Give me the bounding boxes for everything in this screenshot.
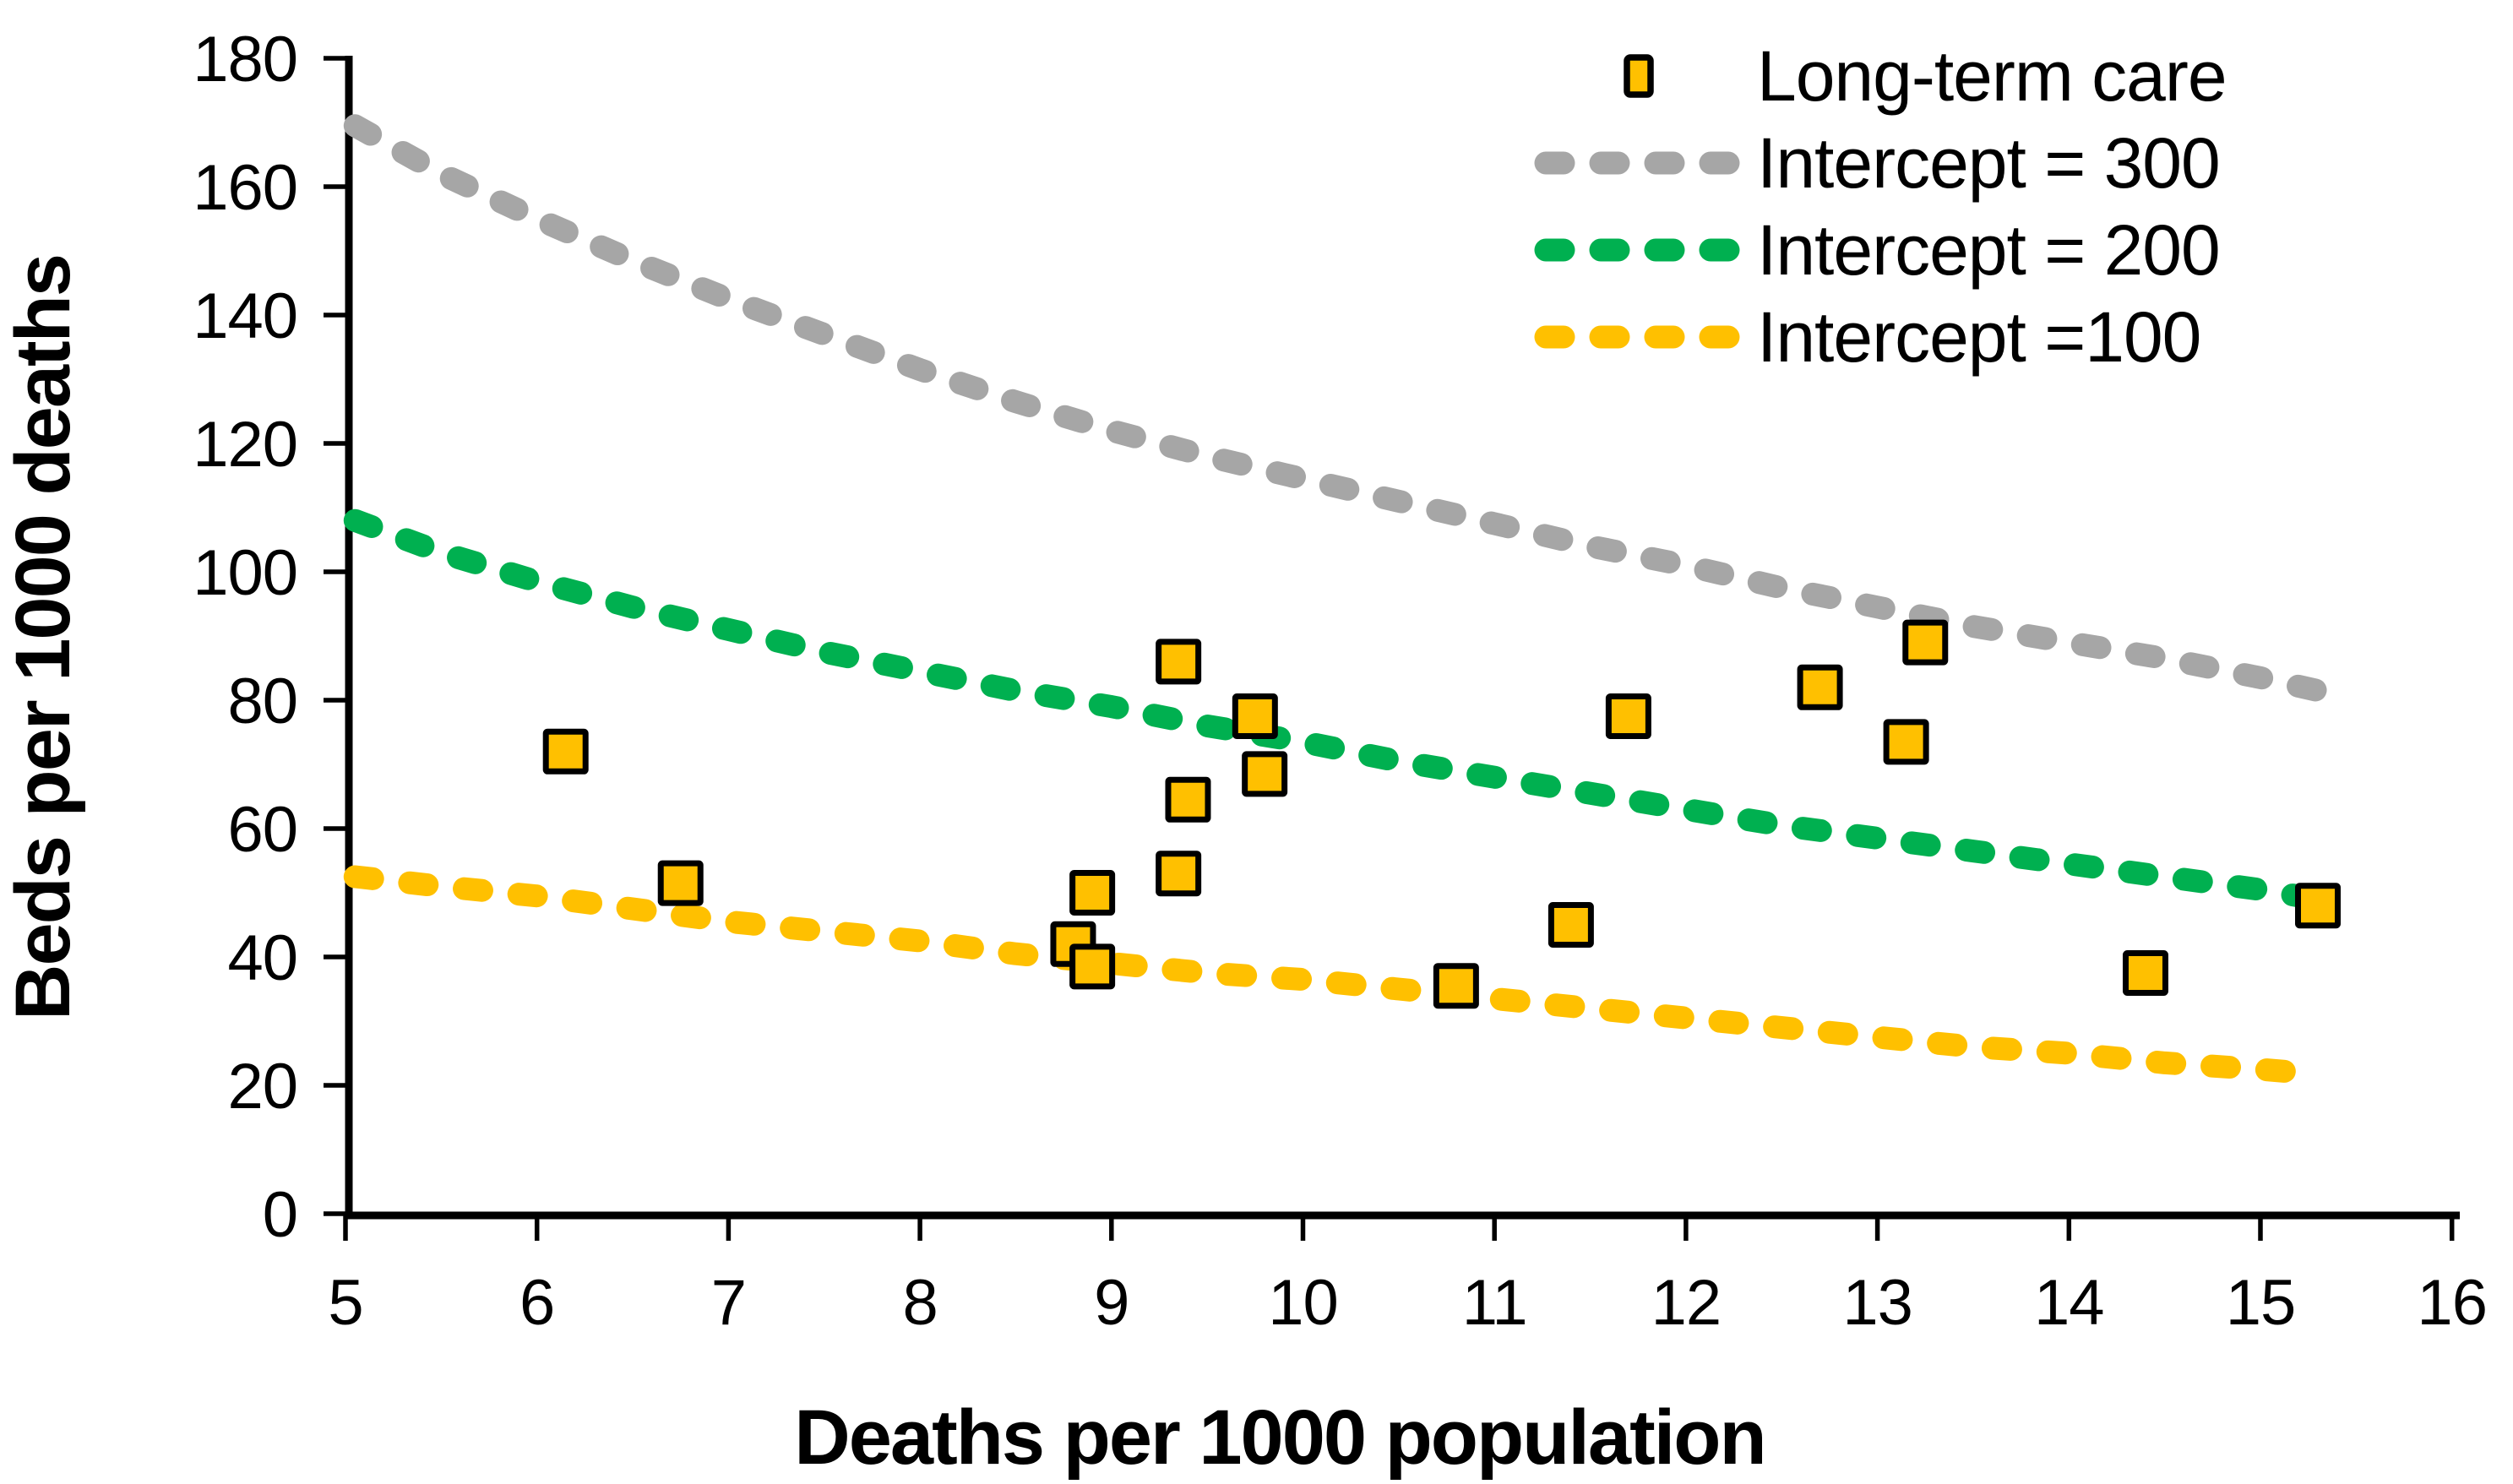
x-tick-label: 6 [519,1267,554,1339]
y-tick-label: 160 [193,152,297,224]
legend-item: Intercept = 200 [1534,210,2221,290]
x-tick-label: 7 [711,1267,746,1339]
legend-item-label: Intercept = 300 [1757,123,2220,203]
data-point-marker [1232,693,1278,739]
y-tick-label: 80 [227,666,297,737]
data-point-marker [1069,943,1116,990]
y-tick-label: 180 [193,24,297,95]
data-point-marker [1156,851,1202,897]
legend-item-label: Intercept = 200 [1757,210,2220,290]
legend-item: Intercept =100 [1534,297,2201,377]
x-tick-label: 9 [1094,1267,1129,1339]
x-tick-label: 10 [1268,1267,1338,1339]
y-tick-label: 40 [227,922,297,994]
legend-item: Long-term care [1624,36,2227,116]
data-point-marker [1797,664,1843,710]
data-point-marker [1069,870,1116,916]
y-tick-label: 100 [193,537,297,609]
data-point-marker [1156,639,1202,685]
data-point-marker [1242,751,1288,797]
x-tick-label: 5 [328,1267,362,1339]
tick-labels: 0 20 40 60 80 100 120 140 160 180 5 6 7 8 9 10 11 12 13 14 1… [193,24,2488,1339]
data-point-marker [1605,693,1651,739]
x-tick-label: 16 [2417,1267,2487,1339]
data-point-marker [2295,883,2342,929]
x-tick-label: 13 [1842,1267,1912,1339]
y-tick-label: 20 [227,1051,297,1123]
data-point-marker [1165,776,1211,823]
data-point-marker [657,860,704,906]
x-tick-label: 11 [1462,1267,1527,1339]
legend-item-label: Long-term care [1757,36,2227,116]
legend-item: Intercept = 300 [1534,123,2221,203]
x-axis-title: Deaths per 1000 population [794,1394,1765,1481]
data-points [542,619,2342,1009]
intercept-curves [343,114,2330,1084]
y-tick-label: 60 [227,794,297,866]
x-tick-label: 14 [2034,1267,2104,1339]
y-tick-label: 0 [263,1179,297,1251]
data-point-marker [1433,963,1479,1009]
x-tick-label: 8 [902,1267,937,1339]
legend-marker-swatch [1624,54,1654,98]
y-tick-label: 140 [193,280,297,352]
intercept-curve [343,114,2330,703]
intercept-curve [343,865,2310,1084]
data-point-marker [2122,950,2168,996]
intercept-curve [343,508,2330,911]
data-point-marker [542,728,589,775]
y-tick-label: 120 [193,409,297,481]
y-axis-title: Beds per 1000 deaths [0,255,86,1020]
data-point-marker [1883,719,1929,765]
x-tick-label: 15 [2226,1267,2296,1339]
data-point-marker [1548,902,1594,948]
legend-item-label: Intercept =100 [1757,297,2200,377]
data-point-marker [1902,619,1949,666]
x-tick-label: 12 [1651,1267,1722,1339]
axes [324,56,2460,1241]
